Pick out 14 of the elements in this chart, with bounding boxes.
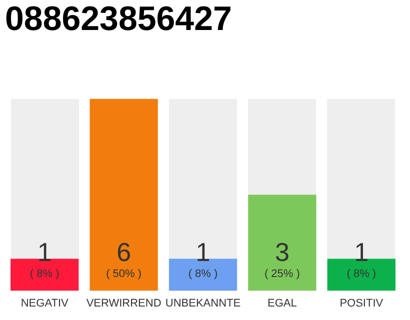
annotation: ( 8% ) xyxy=(346,268,376,280)
annotation: ( 25% ) xyxy=(264,268,300,280)
data-label: 1 xyxy=(196,236,210,267)
annotation: ( 8% ) xyxy=(30,268,60,280)
x-tick-label: UNBEKANNTE xyxy=(165,297,241,310)
chart-title: 088623856427 xyxy=(5,0,232,38)
x-tick-label: VERWIRREND xyxy=(86,297,162,310)
annotation: ( 8% ) xyxy=(188,268,218,280)
data-label: 3 xyxy=(274,236,290,267)
x-tick-label: POSITIV xyxy=(340,297,384,310)
x-tick-label: NEGATIV xyxy=(20,297,69,310)
x-tick-label: EGAL xyxy=(268,297,297,310)
data-label: 6 xyxy=(116,236,132,267)
annotation: ( 50% ) xyxy=(106,268,142,280)
